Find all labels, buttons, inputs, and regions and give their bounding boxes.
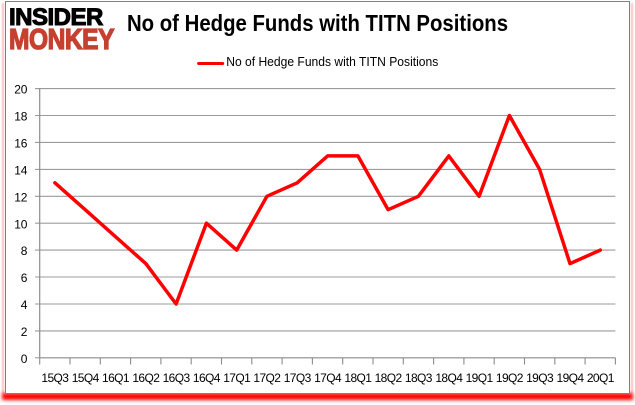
svg-text:17Q3: 17Q3 xyxy=(284,371,312,385)
svg-text:16Q3: 16Q3 xyxy=(163,371,191,385)
svg-text:18: 18 xyxy=(14,110,27,124)
svg-text:19Q3: 19Q3 xyxy=(526,371,554,385)
svg-text:15Q4: 15Q4 xyxy=(72,371,100,385)
svg-text:16Q4: 16Q4 xyxy=(193,371,221,385)
svg-text:10: 10 xyxy=(14,217,27,231)
svg-text:18Q1: 18Q1 xyxy=(344,371,372,385)
svg-text:16Q1: 16Q1 xyxy=(102,371,130,385)
svg-text:8: 8 xyxy=(21,244,28,258)
svg-text:16: 16 xyxy=(14,137,27,151)
svg-text:14: 14 xyxy=(14,164,27,178)
svg-text:19Q4: 19Q4 xyxy=(557,371,585,385)
svg-text:18Q4: 18Q4 xyxy=(435,371,463,385)
svg-text:20: 20 xyxy=(14,83,27,97)
svg-text:18Q3: 18Q3 xyxy=(405,371,433,385)
svg-text:16Q2: 16Q2 xyxy=(132,371,160,385)
svg-text:6: 6 xyxy=(21,271,28,285)
svg-text:15Q3: 15Q3 xyxy=(41,371,69,385)
svg-text:17Q4: 17Q4 xyxy=(314,371,342,385)
svg-text:4: 4 xyxy=(21,298,28,312)
svg-text:12: 12 xyxy=(14,190,27,204)
svg-text:0: 0 xyxy=(21,352,28,366)
svg-text:20Q1: 20Q1 xyxy=(587,371,615,385)
svg-text:17Q2: 17Q2 xyxy=(253,371,281,385)
svg-text:2: 2 xyxy=(21,325,28,339)
svg-text:17Q1: 17Q1 xyxy=(223,371,251,385)
svg-text:18Q2: 18Q2 xyxy=(375,371,403,385)
svg-text:19Q2: 19Q2 xyxy=(496,371,524,385)
svg-text:19Q1: 19Q1 xyxy=(466,371,494,385)
